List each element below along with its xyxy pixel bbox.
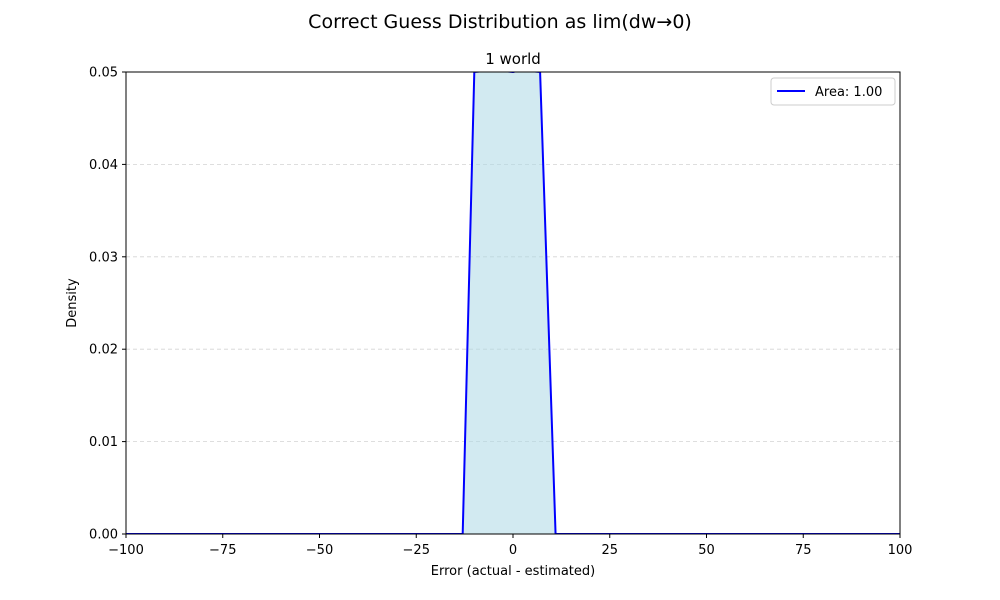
y-tick-label-4: 0.04	[89, 158, 118, 173]
y-tick-label-2: 0.02	[89, 343, 118, 358]
plot-area	[126, 72, 900, 534]
series-0-line	[126, 72, 900, 534]
y-tick-label-0: 0.00	[89, 528, 118, 543]
x-tick-label-8: 100	[888, 543, 913, 558]
x-tick-label-2: −50	[306, 543, 333, 558]
y-tick-label-5: 0.05	[89, 66, 118, 81]
series-0-fill	[126, 72, 900, 534]
y-axis-ticks: 0.00 0.01 0.02 0.03 0.04 0.05	[89, 66, 126, 543]
x-tick-label-0: −100	[108, 543, 144, 558]
y-tick-label-1: 0.01	[89, 435, 118, 450]
x-tick-label-5: 25	[601, 543, 618, 558]
y-axis-label: Density	[65, 278, 80, 328]
x-tick-label-6: 50	[698, 543, 715, 558]
x-axis-label: Error (actual - estimated)	[431, 564, 595, 579]
plot-title: 1 world	[485, 50, 541, 68]
x-axis-ticks: −100 −75 −50 −25 0 25 50 75 100	[108, 534, 912, 558]
x-tick-label-1: −75	[209, 543, 236, 558]
x-tick-label-7: 75	[795, 543, 812, 558]
legend-entry-label: Area: 1.00	[815, 85, 882, 100]
legend-box	[770, 77, 896, 106]
figure-title: Correct Guess Distribution as lim(dw→0)	[308, 11, 692, 33]
x-tick-label-4: 0	[509, 543, 517, 558]
x-tick-label-3: −25	[403, 543, 430, 558]
y-tick-label-3: 0.03	[89, 250, 118, 265]
legend: Area: 1.00	[770, 77, 896, 106]
